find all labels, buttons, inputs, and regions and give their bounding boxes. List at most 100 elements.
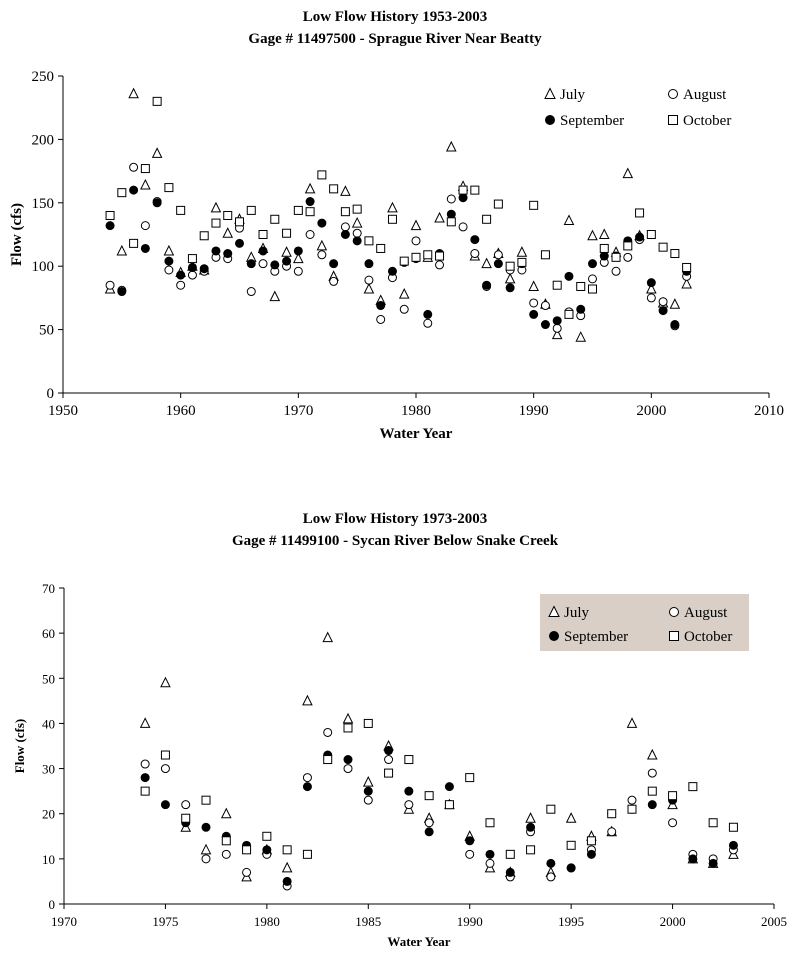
point-september [262,845,272,855]
point-october [376,243,386,253]
x-tick-label: 2010 [754,403,784,419]
point-september [201,822,211,832]
y-tick-label: 10 [42,852,55,867]
point-september [317,218,327,228]
legend-marker-september [549,631,559,641]
point-august [668,818,678,828]
series-august [140,727,738,891]
point-july [269,290,281,302]
point-august [411,236,421,246]
point-august [552,323,562,333]
point-august [529,298,539,308]
point-august [140,221,150,231]
point-october [688,782,698,792]
point-october [258,230,268,239]
point-september [458,193,468,203]
point-july [481,257,492,269]
point-august [627,795,637,805]
point-july [363,282,375,294]
point-august [129,162,139,172]
x-tick-label: 1980 [254,914,280,929]
point-july [362,775,374,787]
point-september [140,243,150,253]
point-august [221,849,231,859]
point-july [220,807,232,819]
legend-label-october: October [683,113,731,129]
legend-label-september: September [560,113,624,129]
point-october [140,164,150,174]
point-august [424,818,434,828]
point-august [352,228,362,238]
point-august [384,755,394,765]
point-september [688,854,698,864]
point-august [607,827,617,837]
point-september [424,827,434,837]
point-august [423,318,433,328]
point-july [160,676,171,688]
point-august [340,222,350,232]
point-october [599,243,609,253]
chart-sprague-river: Low Flow History 1953-2003 Gage # 114975… [0,0,790,480]
data-points [104,87,692,342]
point-october [305,207,315,217]
point-october [411,252,421,262]
point-august [140,759,150,769]
point-august [258,259,268,269]
point-august [465,849,475,859]
point-october [235,217,244,227]
legend-label-july: July [564,605,590,621]
point-july [681,277,692,289]
point-october [728,822,738,832]
point-october [526,845,536,855]
series-august [105,162,692,333]
y-tick-label: 0 [47,386,55,402]
point-august [470,249,480,259]
chart-title-line: Low Flow History 1973-2003 [302,511,488,527]
point-september [376,301,386,311]
point-october [623,241,633,251]
point-september [199,264,209,274]
point-august [647,768,657,778]
point-october [211,218,221,228]
point-august [302,773,312,783]
point-october [176,205,186,215]
point-september [708,858,718,868]
point-july [525,812,536,823]
chart-subtitle-line: Gage # 11499100 - Sycan River Below Snak… [231,533,559,549]
point-august [546,872,556,882]
point-september [564,271,574,281]
point-august [458,222,468,232]
point-october [152,96,162,106]
x-tick-label: 1985 [355,914,381,929]
point-october [282,228,292,238]
point-august [493,250,503,260]
point-july [669,298,681,309]
y-tick-label: 60 [42,626,55,641]
point-september [485,849,495,859]
point-october [458,185,468,195]
point-september [105,221,115,231]
point-september [576,304,586,314]
legend: July August September October [540,594,749,651]
point-october [470,185,480,195]
point-september [223,249,233,259]
point-september [470,235,480,245]
legend-marker-july [548,605,560,617]
point-september [493,259,503,269]
point-september [235,238,244,248]
point-september [646,278,656,288]
point-september [343,755,353,765]
point-july [116,244,128,256]
point-august [446,194,456,204]
point-july [504,272,516,284]
point-october [340,207,350,217]
point-october [586,836,596,846]
point-october [576,281,586,291]
point-july [565,812,577,823]
point-october [317,170,327,180]
point-july [587,229,598,241]
point-october [424,791,434,801]
point-october [658,242,668,252]
point-october [384,768,394,778]
point-august [329,276,339,286]
